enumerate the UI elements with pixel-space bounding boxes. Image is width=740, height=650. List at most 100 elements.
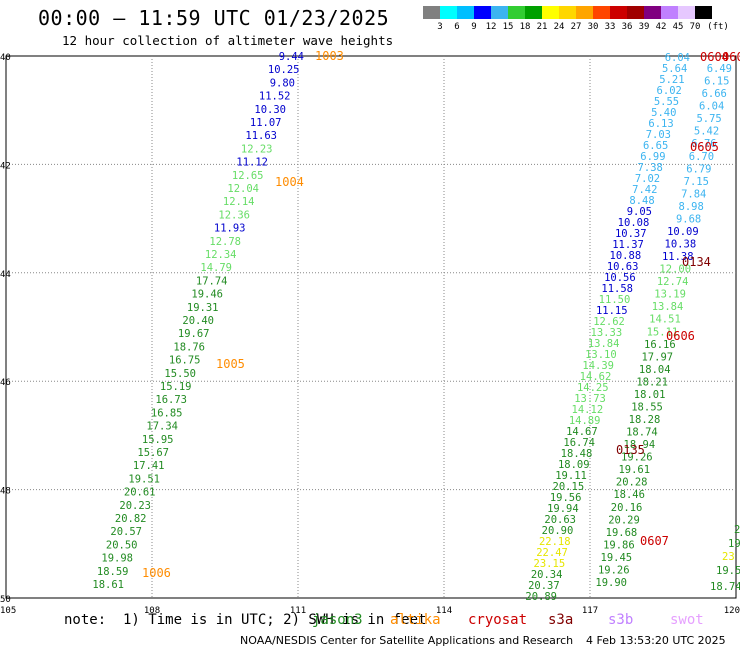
wave-height-value: 6.76 [691, 138, 716, 150]
wave-height-value: 14.39 [582, 360, 614, 372]
wave-height-value: 11.58 [601, 283, 633, 295]
wave-height-value: 12.34 [205, 249, 237, 261]
wave-height-value: 20.37 [528, 580, 560, 592]
wave-height-value: 20.34 [531, 569, 563, 581]
wave-height-value: 18.28 [629, 414, 661, 426]
pass-label: 1004 [275, 175, 304, 189]
lat-tick-label: 50 [0, 595, 11, 605]
wave-height-value: 9.44 [279, 51, 304, 63]
wave-height-value: 13.33 [591, 327, 623, 339]
wave-height-value: 11.12 [236, 157, 268, 169]
pass-label: 0607 [640, 534, 669, 548]
wave-height-value: 18.59 [97, 566, 129, 578]
wave-height-value: 5.42 [694, 126, 719, 138]
wave-height-value: 12.62 [593, 316, 625, 328]
colorbar-swatch [559, 6, 576, 19]
map-subtitle: 12 hour collection of altimeter wave hei… [62, 33, 394, 48]
credit-line: NOAA/NESDIS Center for Satellite Applica… [240, 634, 574, 647]
wave-height-value: 19.45 [601, 552, 633, 564]
lon-tick-label: 111 [290, 606, 306, 616]
wave-height-value: 15.67 [137, 447, 169, 459]
wave-height-value: 6.49 [707, 63, 732, 75]
satellite-legend-swot: swot [670, 612, 704, 628]
wave-height-value: 20.57 [110, 526, 142, 538]
colorbar-label: 21 [536, 22, 548, 32]
wave-height-value: 6.04 [665, 52, 690, 64]
wave-height-value: 19.86 [603, 539, 635, 551]
wave-height-value: 5.75 [696, 113, 721, 125]
wave-height-value: 5.21 [659, 74, 684, 86]
wave-height-value: 9.80 [270, 77, 295, 89]
wave-height-value: 16.74 [563, 437, 595, 449]
wave-height-value: 7.84 [681, 188, 706, 200]
wave-height-value: 14.79 [200, 262, 232, 274]
colorbar-swatch [576, 6, 593, 19]
colorbar-swatch [525, 6, 542, 19]
colorbar-swatch [423, 6, 440, 19]
wave-height-value: 12.23 [241, 143, 273, 155]
wave-height-value: 6.02 [657, 85, 682, 97]
colorbar-swatch [474, 6, 491, 19]
colorbar-swatch [627, 6, 644, 19]
wave-height-value: 9.05 [627, 206, 652, 218]
wave-height-value: 11.07 [250, 117, 282, 129]
generation-timestamp: 4 Feb 13:53:20 UTC 2025 [586, 634, 726, 647]
lat-tick-label: 44 [0, 270, 11, 280]
colorbar-label: 42 [655, 22, 667, 32]
colorbar-label: 6 [454, 22, 460, 32]
wave-height-value: 8.98 [679, 201, 704, 213]
wave-height-value: 10.09 [667, 226, 699, 238]
wave-height-value: 7.42 [632, 184, 657, 196]
wave-height-value: 19.98 [101, 553, 133, 565]
wave-height-value: 9.68 [676, 213, 701, 225]
lat-tick-label: 42 [0, 161, 11, 171]
wave-height-value: 23.15 [534, 558, 566, 570]
wave-height-value: 18.46 [613, 489, 645, 501]
wave-height-value: 17.34 [146, 421, 178, 433]
wave-height-value: 18.74 [626, 427, 658, 439]
wave-height-value: 12.36 [218, 209, 250, 221]
pass-label: 0603 [722, 50, 740, 64]
footer-note: note: 1) Time is in UTC; 2) SWH is in fe… [64, 612, 427, 628]
wave-height-value: 11.38 [662, 251, 694, 263]
wave-height-value: 5.40 [651, 107, 676, 119]
wave-height-value: 20.89 [525, 591, 557, 603]
wave-height-value: 5.55 [654, 96, 679, 108]
wave-height-value: 14.51 [649, 314, 681, 326]
colorbar-label: 45 [672, 22, 684, 32]
colorbar-swatch [440, 6, 457, 19]
satellite-legend-altika: altika [390, 612, 441, 628]
colorbar-swatch [491, 6, 508, 19]
wave-height-value: 17.41 [133, 460, 165, 472]
colorbar-label: 18 [519, 22, 531, 32]
wave-height-value: 20.40 [182, 315, 214, 327]
wave-height-value: 15.50 [164, 368, 196, 380]
pass-label: 1006 [142, 566, 171, 580]
wave-height-value: 11.93 [214, 223, 246, 235]
wave-height-value: 12.14 [223, 196, 255, 208]
wave-height-value: 13.19 [654, 289, 686, 301]
wave-height-value: 13.84 [652, 301, 684, 313]
colorbar-label: 15 [502, 22, 514, 32]
wave-height-value: 5.64 [662, 63, 687, 75]
lon-tick-label: 105 [0, 606, 16, 616]
wave-height-value: 6.65 [643, 140, 668, 152]
colorbar-swatch [644, 6, 661, 19]
satellite-legend-cryosat: cryosat [468, 612, 528, 628]
satellite-legend-s3a: s3a [548, 612, 574, 628]
wave-height-value: 13.10 [585, 349, 617, 361]
wave-height-value: 12.04 [227, 183, 259, 195]
wave-height-value: 18.94 [624, 439, 656, 451]
wave-height-value: 11.50 [599, 294, 631, 306]
wave-height-value: 12.78 [209, 236, 241, 248]
wave-height-value: 6.15 [704, 76, 729, 88]
wave-height-value: 7.15 [684, 176, 709, 188]
wave-height-value: 22.18 [539, 536, 571, 548]
wave-height-value: 19.56 [550, 492, 582, 504]
colorbar-swatch [508, 6, 525, 19]
colorbar-label: 39 [638, 22, 650, 32]
wave-height-value: 6.70 [689, 151, 714, 163]
satellite-legend-jason3: jason3 [312, 612, 363, 628]
wave-height-value: 18.74 [710, 581, 740, 593]
wave-height-value: 11.63 [245, 130, 277, 142]
